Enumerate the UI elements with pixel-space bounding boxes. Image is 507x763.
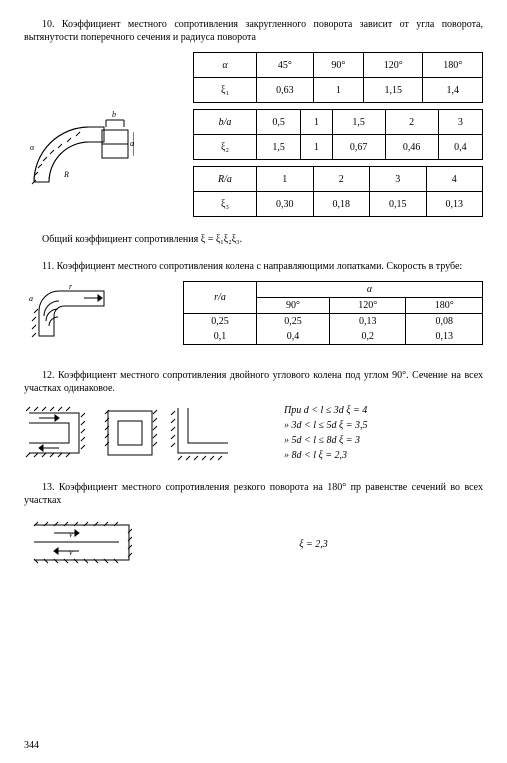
t2-h3: 1,5 xyxy=(332,110,385,135)
s11-c2: 180° xyxy=(406,298,483,314)
s11-r1c2: 0,2 xyxy=(329,329,406,345)
t2-rl: ξ₂ xyxy=(194,135,257,160)
t3-h0: R/a xyxy=(194,167,257,192)
section13-formula: ξ = 2,3 xyxy=(144,539,483,550)
t3-h3: 3 xyxy=(370,167,427,192)
t2-h0: b/a xyxy=(194,110,257,135)
t2-h5: 3 xyxy=(438,110,482,135)
section10-diagram: b a α R xyxy=(24,52,134,195)
t1-h2: 90° xyxy=(313,53,363,78)
page: 10. Коэффициент местного сопротивления з… xyxy=(0,0,507,763)
t3-h4: 4 xyxy=(426,167,483,192)
t2-h2: 1 xyxy=(301,110,332,135)
section11-heading: 11. Коэффициент местного сопротивления к… xyxy=(24,260,483,273)
t2-v1: 1 xyxy=(301,135,332,160)
t1-v0: 0,63 xyxy=(257,78,314,103)
svg-text:α: α xyxy=(30,143,35,152)
t2-h4: 2 xyxy=(385,110,438,135)
t1-rl: ξ₁ xyxy=(194,78,257,103)
section13-heading: 13. Коэффициент местного сопротивления р… xyxy=(24,481,483,507)
s11-r1c0: 0,1 xyxy=(184,329,257,345)
section10-table1: α 45° 90° 120° 180° ξ₁ 0,63 1 1,15 1,4 xyxy=(193,52,483,103)
svg-text:v: v xyxy=(69,530,73,539)
s11-r0c3: 0,08 xyxy=(406,314,483,330)
section11-table: r/a α 90° 120° 180° 0,25 0,25 0,13 0,08 … xyxy=(183,281,483,345)
section13-diagram: v v xyxy=(24,515,144,573)
section13-body: v v ξ = 2,3 xyxy=(24,515,483,573)
section11-body: a r r/a α 90° 120° 180° 0,25 0,25 0,13 xyxy=(24,281,483,349)
s12-f3: » 8d < l ξ = 2,3 xyxy=(284,448,368,463)
t3-v2: 0,15 xyxy=(370,192,427,217)
svg-text:v: v xyxy=(69,548,73,557)
s11-r0c0: 0,25 xyxy=(184,314,257,330)
t3-v0: 0,30 xyxy=(257,192,314,217)
t1-h0: α xyxy=(194,53,257,78)
section12-formulas: При d < l ≤ 3d ξ = 4 » 3d < l ≤ 5d ξ = 3… xyxy=(254,403,368,463)
t3-h2: 2 xyxy=(313,167,370,192)
svg-text:r: r xyxy=(69,282,73,291)
t2-v0: 1,5 xyxy=(257,135,301,160)
s11-r1c1: 0,4 xyxy=(257,329,330,345)
s12-f2: » 5d < l ≤ 8d ξ = 3 xyxy=(284,433,368,448)
t3-v3: 0,13 xyxy=(426,192,483,217)
section10-table2: b/a 0,5 1 1,5 2 3 ξ₂ 1,5 1 0,67 0,46 0,4 xyxy=(193,109,483,160)
svg-text:a: a xyxy=(29,294,33,303)
s12-f1: » 3d < l ≤ 5d ξ = 3,5 xyxy=(284,418,368,433)
svg-text:b: b xyxy=(112,110,116,119)
t2-h1: 0,5 xyxy=(257,110,301,135)
t2-v4: 0,4 xyxy=(438,135,482,160)
section11-diagram: a r xyxy=(24,281,124,349)
section10-footer: Общий коэффициент сопротивления ξ = ξ₁ξ₂… xyxy=(24,233,483,246)
t2-v3: 0,46 xyxy=(385,135,438,160)
s11-r0c1: 0,25 xyxy=(257,314,330,330)
section12-diagram-3 xyxy=(168,403,236,463)
t1-v3: 1,4 xyxy=(423,78,483,103)
section10-tables: α 45° 90° 120° 180° ξ₁ 0,63 1 1,15 1,4 b… xyxy=(134,52,483,223)
s11-r0c2: 0,13 xyxy=(329,314,406,330)
s11-hleft: r/a xyxy=(184,282,257,314)
t1-h4: 180° xyxy=(423,53,483,78)
t1-v2: 1,15 xyxy=(363,78,423,103)
t1-h1: 45° xyxy=(257,53,314,78)
page-number: 344 xyxy=(24,740,39,751)
section12-diagram-2 xyxy=(100,403,160,463)
section10-table3: R/a 1 2 3 4 ξ₃ 0,30 0,18 0,15 0,13 xyxy=(193,166,483,217)
t3-rl: ξ₃ xyxy=(194,192,257,217)
s12-f0: При d < l ≤ 3d ξ = 4 xyxy=(284,403,368,418)
s11-r1c3: 0,13 xyxy=(406,329,483,345)
section12-heading: 12. Коэффициент местного сопротивления д… xyxy=(24,369,483,395)
s11-hgroup: α xyxy=(257,282,483,298)
section10-body: b a α R α 45° 90° 120° 180° ξ₁ 0,63 1 xyxy=(24,52,483,223)
svg-text:R: R xyxy=(63,170,69,179)
t3-v1: 0,18 xyxy=(313,192,370,217)
s11-c1: 120° xyxy=(329,298,406,314)
section12-body: При d < l ≤ 3d ξ = 4 » 3d < l ≤ 5d ξ = 3… xyxy=(24,403,483,463)
t1-h3: 120° xyxy=(363,53,423,78)
section12-diagrams xyxy=(24,403,254,463)
t3-h1: 1 xyxy=(257,167,314,192)
t2-v2: 0,67 xyxy=(332,135,385,160)
t1-v1: 1 xyxy=(313,78,363,103)
section10-heading: 10. Коэффициент местного сопротивления з… xyxy=(24,18,483,44)
section12-diagram-1 xyxy=(24,403,92,463)
s11-c0: 90° xyxy=(257,298,330,314)
